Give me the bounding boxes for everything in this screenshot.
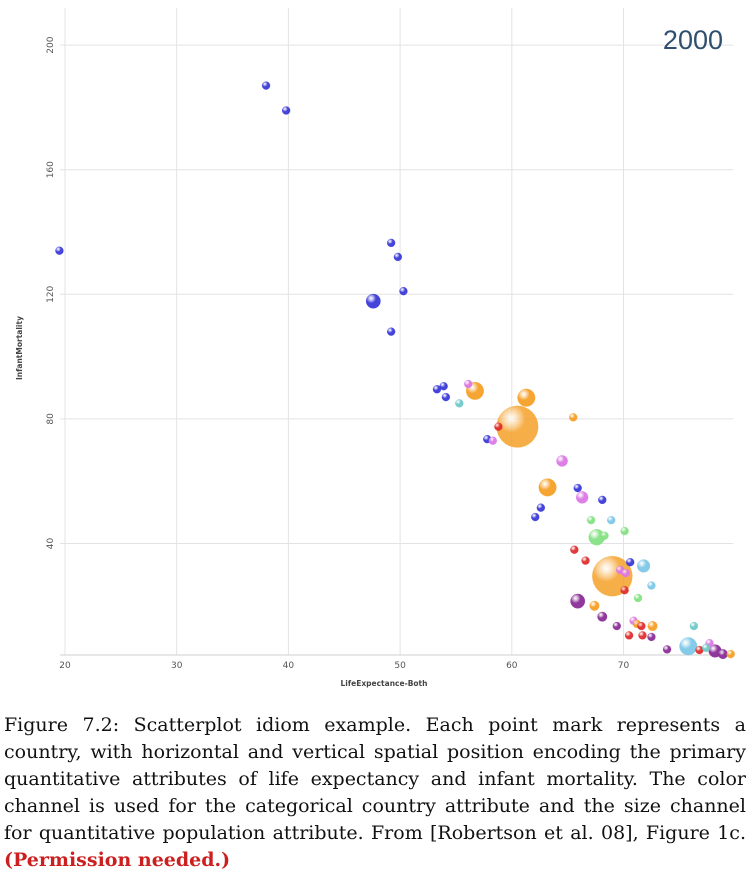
data-point <box>581 556 590 565</box>
data-point <box>600 531 609 540</box>
x-tick-label: 30 <box>171 661 183 671</box>
data-point <box>496 405 539 448</box>
tick-labels: 20 30 40 50 60 70 40 80 120 160 200 <box>46 36 629 671</box>
y-tick-label: 160 <box>46 161 56 178</box>
figure-caption: Figure 7.2: Scatterplot idiom example. E… <box>4 712 746 874</box>
data-point <box>625 557 635 567</box>
scatterplot-figure: 20 30 40 50 60 70 40 80 120 160 200 2000 LifeExpec… <box>15 8 735 688</box>
caption-text: Figure 7.2: Scatterplot idiom example. E… <box>4 714 746 844</box>
y-tick-label: 200 <box>46 36 56 53</box>
data-point <box>624 631 634 640</box>
y-tick-label: 120 <box>46 285 56 302</box>
data-point <box>570 545 579 554</box>
data-point <box>517 388 536 407</box>
data-point <box>455 399 464 408</box>
permission-note: (Permission needed.) <box>4 849 231 871</box>
data-point <box>679 637 698 656</box>
data-point <box>598 495 607 505</box>
data-point <box>597 611 608 622</box>
x-tick-label: 20 <box>59 661 71 671</box>
data-point <box>612 621 622 631</box>
data-point <box>726 649 735 659</box>
data-point <box>463 379 473 389</box>
data-point <box>620 526 629 536</box>
data-point <box>494 422 503 431</box>
data-point <box>638 631 647 640</box>
data-point <box>399 286 408 296</box>
data-point <box>589 600 600 611</box>
data-point <box>573 483 582 493</box>
data-point <box>586 515 596 525</box>
data-point <box>386 238 396 248</box>
data-point <box>647 581 656 590</box>
data-point <box>531 512 540 522</box>
x-tick-label: 70 <box>618 661 630 671</box>
data-point <box>701 643 711 653</box>
data-point <box>637 621 646 631</box>
data-point <box>717 649 728 660</box>
scatterplot: 20 30 40 50 60 70 40 80 120 160 200 2000 LifeExpec… <box>15 8 735 688</box>
data-point <box>662 645 672 654</box>
data-point <box>647 632 656 642</box>
data-point <box>261 81 271 90</box>
data-point <box>568 413 578 422</box>
data-point <box>689 621 699 631</box>
x-tick-label: 60 <box>506 661 518 671</box>
data-point <box>620 585 629 595</box>
data-point <box>636 559 651 573</box>
data-point <box>365 293 381 309</box>
y-tick-label: 80 <box>46 413 56 425</box>
y-tick-label: 40 <box>46 538 56 550</box>
data-point <box>386 327 396 336</box>
data-point <box>633 593 643 603</box>
data-point <box>606 515 616 525</box>
grid-lines <box>60 8 733 656</box>
data-point <box>441 392 451 402</box>
data-point <box>647 620 658 632</box>
data-point <box>556 455 568 467</box>
data-point <box>488 436 498 445</box>
data-point <box>393 252 403 262</box>
chart-title: 2000 <box>663 25 723 55</box>
data-point <box>439 381 448 391</box>
data-point <box>281 106 291 115</box>
data-point <box>592 555 633 597</box>
data-point <box>55 246 64 255</box>
y-axis-label: InfantMortality <box>15 316 24 380</box>
data-point <box>538 478 557 497</box>
data-point <box>575 491 589 504</box>
data-points <box>55 81 735 660</box>
data-point <box>570 593 586 609</box>
x-axis-label: LifeExpectance-Both <box>341 679 428 688</box>
x-tick-label: 50 <box>394 661 406 671</box>
data-point <box>621 568 630 578</box>
data-point <box>536 503 546 512</box>
x-tick-label: 40 <box>283 661 295 671</box>
